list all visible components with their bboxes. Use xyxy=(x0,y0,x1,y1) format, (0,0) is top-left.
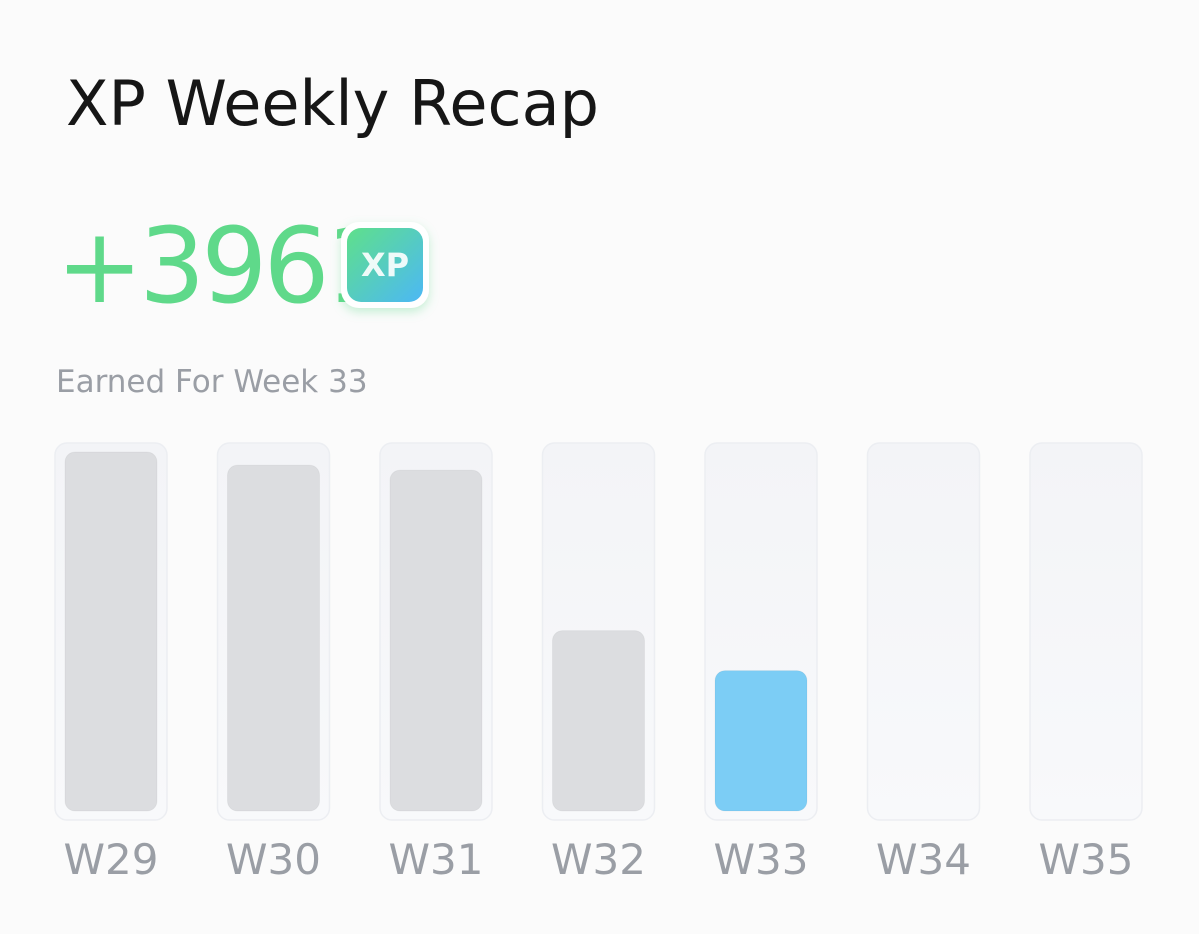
badge-fill xyxy=(347,228,423,302)
bar xyxy=(714,670,808,812)
bar xyxy=(552,630,645,812)
bar xyxy=(227,464,320,812)
x-tick-label: W33 xyxy=(714,835,809,884)
bar-track xyxy=(1029,442,1143,821)
chart-title: XP Weekly Recap xyxy=(66,67,599,140)
x-tick-label: W34 xyxy=(876,835,971,884)
subtitle: Earned For Week 33 xyxy=(56,364,368,400)
x-tick-label: W31 xyxy=(389,835,484,884)
x-tick-label: W35 xyxy=(1039,835,1134,884)
xp-badge: XP xyxy=(341,222,429,308)
bar-track xyxy=(866,442,981,821)
bar xyxy=(64,451,158,812)
badge-label: XP xyxy=(361,246,409,284)
x-tick-label: W30 xyxy=(226,835,321,884)
headline-value: +3961 xyxy=(56,205,388,327)
x-tick-label: W29 xyxy=(64,835,159,884)
bar xyxy=(389,469,483,812)
x-tick-label: W32 xyxy=(551,835,646,884)
